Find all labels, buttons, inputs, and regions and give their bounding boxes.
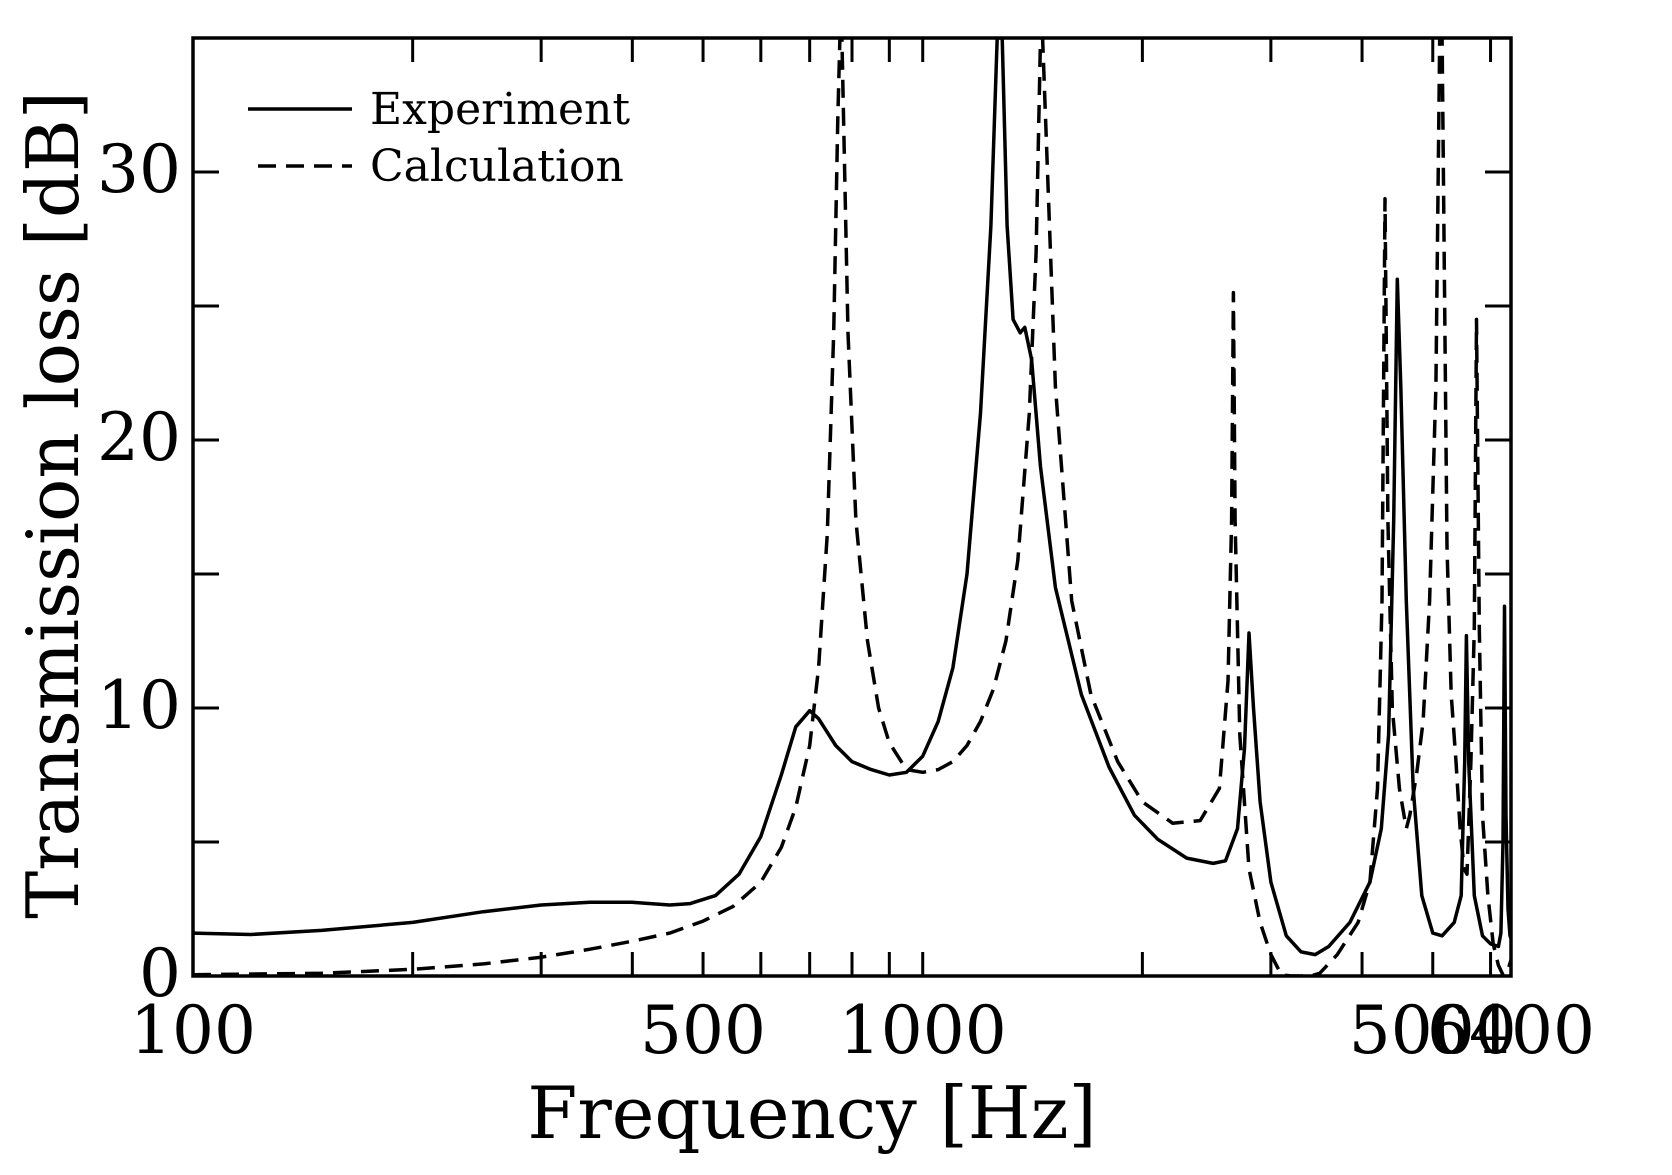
y-tick-label: 20 (97, 399, 181, 476)
y-tick-label: 0 (139, 935, 181, 1012)
legend: Experiment Calculation (248, 84, 630, 192)
x-tick-label: 6400 (1427, 992, 1595, 1069)
x-tick-label: 500 (640, 992, 766, 1069)
y-axis-title: Transmission loss [dB] (11, 91, 95, 919)
x-axis-title: Frequency [Hz] (527, 1071, 1096, 1155)
y-tick-label: 30 (97, 131, 181, 208)
x-tick-label: 100 (130, 992, 256, 1069)
x-tick-label: 1000 (839, 992, 1007, 1069)
series-line-calculation (193, 38, 1511, 976)
y-tick-label: 10 (97, 667, 181, 744)
axis-ticks (193, 38, 1511, 976)
series-line-experiment (193, 38, 1511, 957)
legend-label-experiment: Experiment (370, 84, 630, 135)
x-tick-label: 5000 (1349, 992, 1517, 1069)
series-layer (193, 38, 1511, 976)
legend-label-calculation: Calculation (370, 141, 624, 192)
